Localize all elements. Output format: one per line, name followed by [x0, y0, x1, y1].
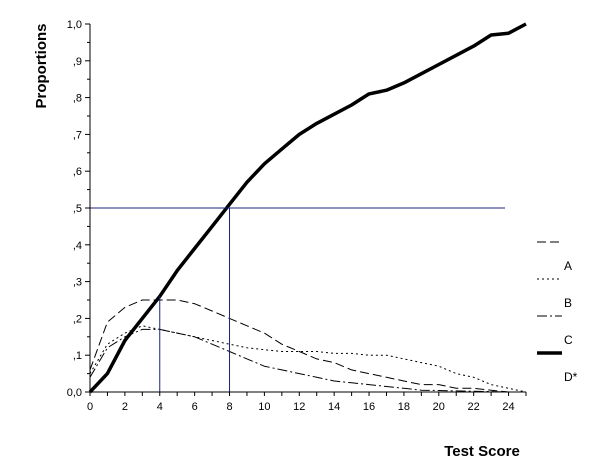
x-tick-label: 10 — [258, 401, 270, 413]
x-tick-label: 24 — [502, 401, 514, 413]
x-axis-title: Test Score — [444, 443, 520, 460]
y-tick-label: ,4 — [73, 240, 82, 252]
reference-lines — [90, 207, 506, 392]
y-tick-label: ,6 — [73, 166, 82, 178]
y-tick-label: ,3 — [73, 277, 82, 289]
y-tick-label: ,2 — [73, 313, 82, 325]
y-tick-label: ,9 — [73, 56, 82, 68]
legend: A B C D* — [537, 241, 578, 384]
x-tick-label: 14 — [328, 401, 340, 413]
x-tick-label: 20 — [433, 401, 445, 413]
x-tick-label: 4 — [157, 401, 163, 413]
y-axis-title: Proportions — [33, 24, 50, 109]
series-line-3 — [89, 328, 526, 393]
legend-label-1: A — [564, 259, 572, 273]
axes — [85, 23, 527, 396]
series-line-1 — [89, 299, 526, 393]
tick-labels: 0,0,1,2,3,4,5,6,7,8,91,00 2 4 6 8 10 12 14 16 18 2… — [67, 19, 515, 413]
series-line-2 — [89, 325, 527, 393]
x-tick-label: 12 — [293, 401, 305, 413]
y-tick-label: ,7 — [73, 129, 82, 141]
y-tick-label: ,1 — [73, 350, 82, 362]
y-tick-label: 1,0 — [67, 19, 82, 31]
y-tick-label: ,5 — [73, 203, 82, 215]
y-tick-label: 0,0 — [67, 387, 82, 399]
legend-label-3: C — [564, 333, 573, 347]
x-tick-label: 18 — [398, 401, 410, 413]
legend-label-4: D* — [564, 370, 578, 384]
x-tick-label: 0 — [87, 401, 93, 413]
x-tick-label: 2 — [122, 401, 128, 413]
x-tick-label: 16 — [363, 401, 375, 413]
x-tick-label: 8 — [226, 401, 232, 413]
x-tick-label: 6 — [192, 401, 198, 413]
series-line-4 — [88, 22, 527, 394]
plot-lines — [88, 22, 527, 394]
legend-label-2: B — [564, 296, 572, 310]
x-tick-label: 22 — [468, 401, 480, 413]
y-tick-label: ,8 — [73, 93, 82, 105]
